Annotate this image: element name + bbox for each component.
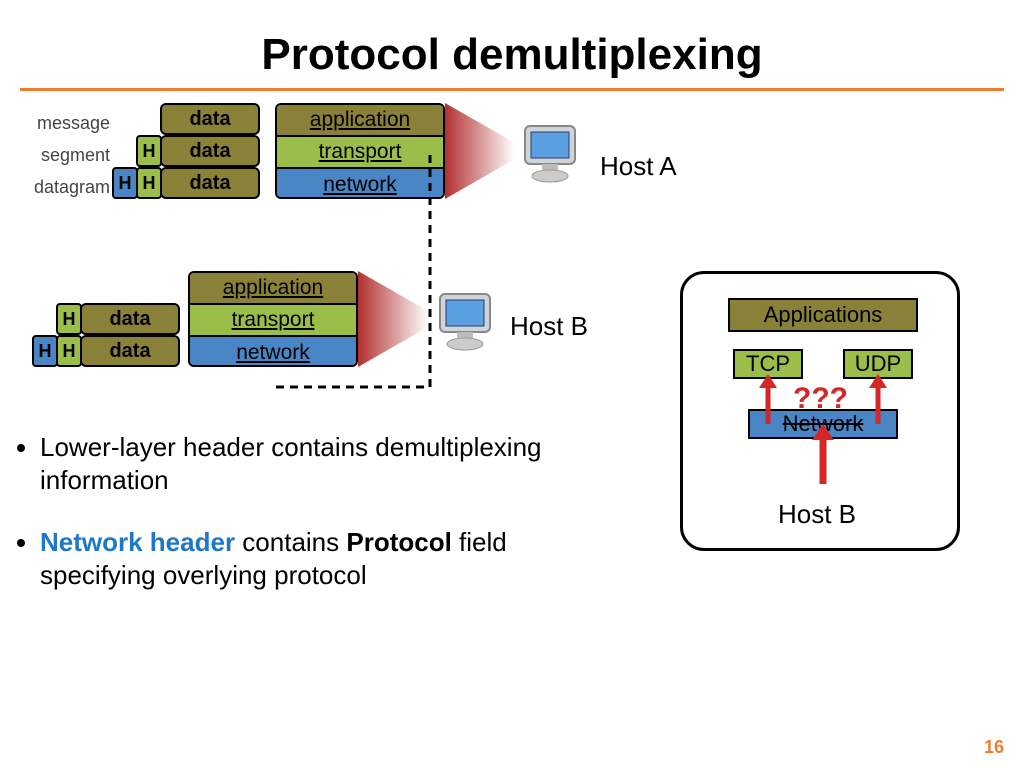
page-number: 16 xyxy=(984,737,1004,758)
side-panel: Applications TCP UDP Network ??? Host B xyxy=(680,271,960,551)
panel-applications: Applications xyxy=(728,298,918,332)
hostB-hdr-2-transport: H xyxy=(56,335,82,367)
bullet-1: Lower-layer header contains demultiplexi… xyxy=(40,431,580,496)
hostA-layer-application: application xyxy=(277,105,443,137)
hostA-hdr-dgm-network: H xyxy=(112,167,138,199)
hostA-wedge xyxy=(445,103,525,199)
bullet-2-part-1: Network header xyxy=(40,527,235,557)
row-label-segment: segment xyxy=(10,145,110,166)
hostB-hdr-2-network: H xyxy=(32,335,58,367)
hostA-hdr-dgm-transport: H xyxy=(136,167,162,199)
hostA-data-1: data xyxy=(160,103,260,135)
bullet-list: Lower-layer header contains demultiplexi… xyxy=(40,431,580,621)
row-label-message: message xyxy=(10,113,110,134)
diagram-area: message segment datagram data data data … xyxy=(0,91,1024,651)
row-label-datagram: datagram xyxy=(10,177,110,198)
panel-question: ??? xyxy=(793,382,848,416)
panel-host-label: Host B xyxy=(778,499,856,530)
monitor-icon-a xyxy=(520,121,580,186)
panel-arrow-left xyxy=(753,374,783,424)
hostA-data-3: data xyxy=(160,167,260,199)
hostA-data-2: data xyxy=(160,135,260,167)
bullet-2-part-2: contains xyxy=(235,527,346,557)
hostA-label: Host A xyxy=(600,151,677,182)
bullet-2-part-3: Protocol xyxy=(346,527,451,557)
hostB-label: Host B xyxy=(510,311,588,342)
hostA-hdr-seg-transport: H xyxy=(136,135,162,167)
hostB-data-2: data xyxy=(80,335,180,367)
bullet-2: Network header contains Protocol field s… xyxy=(40,526,580,591)
panel-arrow-main xyxy=(808,424,838,484)
slide-title: Protocol demultiplexing xyxy=(0,0,1024,88)
dashed-connection xyxy=(270,135,450,395)
hostB-hdr-1-transport: H xyxy=(56,303,82,335)
hostB-data-1: data xyxy=(80,303,180,335)
panel-arrow-right xyxy=(863,374,893,424)
